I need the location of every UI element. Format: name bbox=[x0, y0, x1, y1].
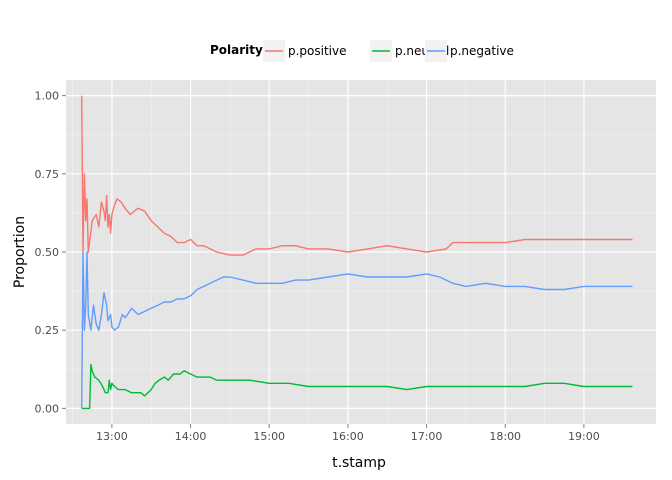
legend-label: p.negative bbox=[450, 44, 514, 58]
x-tick-label: 14:00 bbox=[175, 430, 207, 443]
series-line-p-positive bbox=[81, 95, 633, 256]
minor-gridlines bbox=[66, 80, 656, 424]
y-axis: 0.00 0.25 0.50 0.75 1.00 bbox=[35, 90, 66, 415]
y-tick-label: 0.25 bbox=[35, 324, 60, 337]
series-line-p-negative bbox=[81, 251, 633, 409]
x-axis-title: t.stamp bbox=[332, 455, 386, 471]
x-tick-label: 18:00 bbox=[489, 430, 521, 443]
series-line-p-neutral bbox=[81, 363, 633, 410]
y-tick-label: 0.00 bbox=[35, 402, 60, 415]
x-axis: 13:00 14:00 15:00 16:00 17:00 18:00 19:00 bbox=[96, 424, 600, 443]
legend-title: Polarity bbox=[210, 43, 263, 57]
y-axis-title: Proportion bbox=[12, 216, 28, 288]
major-gridlines bbox=[66, 80, 656, 424]
x-tick-label: 17:00 bbox=[411, 430, 443, 443]
x-tick-label: 16:00 bbox=[332, 430, 364, 443]
y-tick-label: 0.50 bbox=[35, 246, 60, 259]
x-tick-label: 15:00 bbox=[253, 430, 285, 443]
x-tick-label: 13:00 bbox=[96, 430, 128, 443]
y-tick-label: 1.00 bbox=[35, 90, 60, 103]
legend: Polarity p.positive p.neutral p.negative bbox=[210, 40, 514, 62]
x-tick-label: 19:00 bbox=[568, 430, 600, 443]
y-tick-label: 0.75 bbox=[35, 168, 60, 181]
series-lines bbox=[81, 95, 633, 410]
legend-label: p.positive bbox=[288, 44, 347, 58]
